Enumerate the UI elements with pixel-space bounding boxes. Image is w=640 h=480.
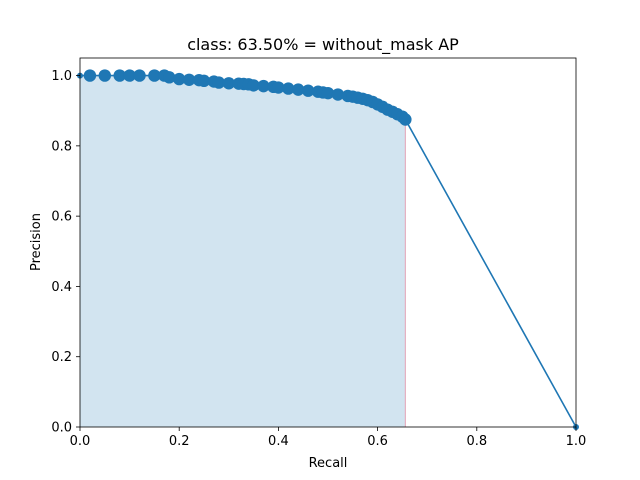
data-point (282, 82, 295, 95)
y-tick-label: 1.0 (51, 69, 72, 84)
data-point (247, 79, 260, 92)
y-tick-label: 0.6 (51, 210, 72, 225)
area-fill (80, 75, 406, 428)
y-tick-label: 0.8 (51, 139, 72, 154)
data-point (133, 69, 146, 82)
y-axis: 0.0 0.2 0.4 0.6 0.8 1.0 (51, 69, 80, 436)
data-point (98, 69, 112, 82)
y-tick-label: 0.2 (51, 350, 72, 365)
data-point (113, 69, 126, 82)
y-tick-label: 0.0 (51, 421, 72, 436)
data-point (182, 73, 196, 86)
data-point (257, 79, 270, 93)
data-point (301, 84, 315, 97)
plot-frame (79, 57, 577, 428)
data-point (173, 72, 186, 86)
data-point (399, 113, 412, 126)
x-tick-label: 1.0 (566, 434, 587, 449)
data-point (163, 71, 176, 84)
data-point (212, 76, 226, 89)
chart-title: class: 63.50% = without_mask AP (187, 35, 459, 55)
data-point (272, 81, 285, 94)
data-point (123, 69, 136, 82)
x-tick-label: 0.0 (70, 434, 91, 449)
y-tick-label: 0.4 (51, 280, 72, 295)
data-point (331, 88, 345, 101)
data-point (321, 86, 335, 100)
x-axis: 0.0 0.2 0.4 0.6 0.8 1.0 (70, 427, 587, 449)
x-tick-label: 0.8 (466, 434, 487, 449)
data-point (292, 83, 305, 96)
data-point (148, 69, 161, 82)
x-axis-label: Recall (309, 456, 348, 471)
plot-layer (77, 69, 579, 430)
x-tick-label: 0.4 (268, 434, 289, 449)
data-point (83, 69, 97, 82)
data-point (222, 77, 235, 90)
y-axis-label: Precision (29, 213, 44, 271)
x-tick-label: 0.6 (367, 434, 388, 449)
data-point (197, 74, 211, 88)
x-tick-label: 0.2 (169, 434, 190, 449)
